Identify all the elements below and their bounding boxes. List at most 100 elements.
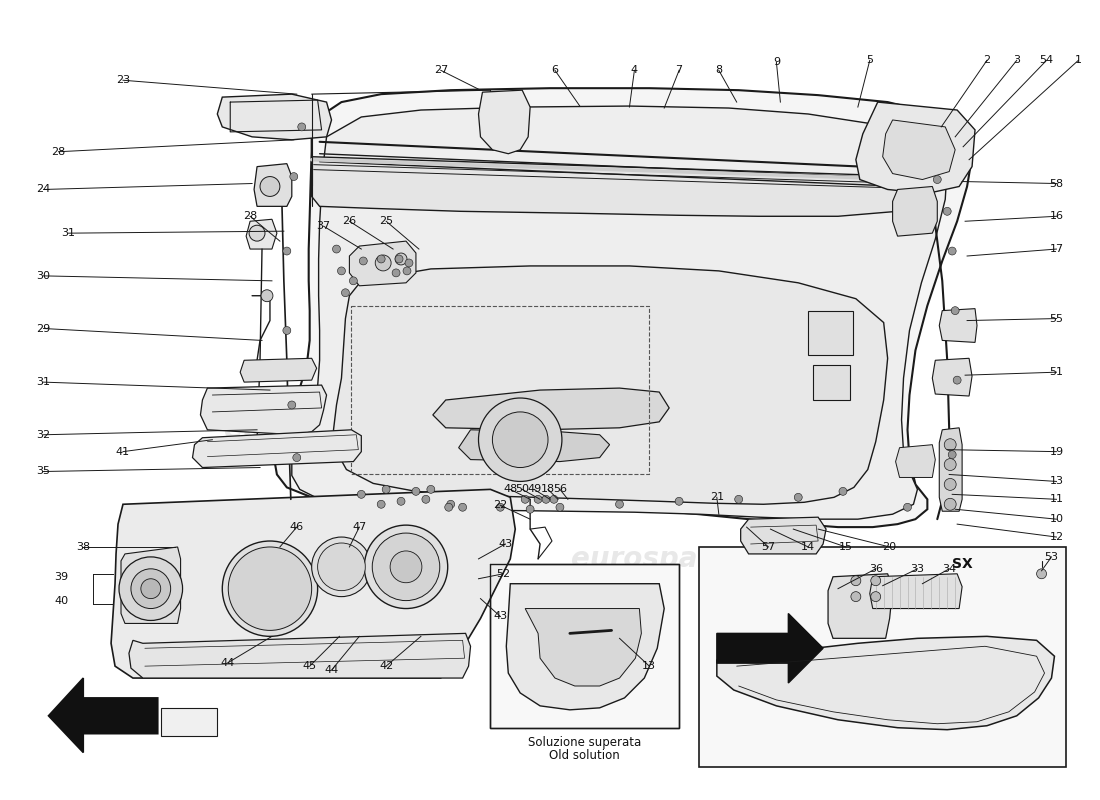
Polygon shape [828, 574, 892, 638]
Text: 46: 46 [289, 522, 304, 532]
Polygon shape [478, 90, 530, 154]
Text: 54: 54 [1040, 55, 1054, 66]
Text: 42: 42 [379, 661, 394, 671]
Circle shape [933, 175, 942, 183]
Text: 58: 58 [1049, 178, 1064, 189]
Text: 16: 16 [1049, 211, 1064, 222]
Circle shape [229, 547, 311, 630]
Circle shape [944, 458, 956, 470]
Circle shape [405, 259, 412, 267]
Text: 52: 52 [496, 569, 510, 578]
Text: 15: 15 [839, 542, 853, 552]
Circle shape [851, 576, 861, 586]
Text: 31: 31 [62, 228, 76, 238]
Circle shape [392, 269, 400, 277]
Polygon shape [292, 106, 947, 519]
Polygon shape [870, 574, 962, 609]
Text: 35: 35 [36, 466, 51, 477]
Polygon shape [525, 609, 641, 686]
Circle shape [794, 494, 802, 502]
Circle shape [496, 503, 504, 511]
Text: 55: 55 [1049, 314, 1064, 323]
Circle shape [119, 557, 183, 621]
Circle shape [395, 255, 403, 263]
Circle shape [338, 267, 345, 275]
Text: 45: 45 [302, 661, 317, 671]
Circle shape [422, 495, 430, 503]
Text: 23: 23 [116, 75, 130, 86]
Circle shape [871, 592, 881, 602]
Circle shape [478, 398, 562, 482]
Circle shape [222, 541, 318, 636]
Text: 17: 17 [1049, 244, 1064, 254]
Polygon shape [350, 241, 416, 286]
Circle shape [944, 438, 956, 450]
Text: 13: 13 [1049, 477, 1064, 486]
Text: Soluzione superata: Soluzione superata [528, 736, 641, 749]
Text: 18: 18 [541, 484, 556, 494]
Circle shape [293, 454, 300, 462]
Circle shape [350, 277, 358, 285]
Polygon shape [218, 94, 331, 140]
Text: 32: 32 [36, 430, 51, 440]
Circle shape [283, 247, 290, 255]
Text: 7: 7 [675, 66, 683, 75]
Polygon shape [274, 88, 972, 527]
Text: 26: 26 [342, 216, 356, 226]
Polygon shape [717, 636, 1055, 730]
Text: 20: 20 [882, 542, 896, 552]
Polygon shape [111, 490, 515, 678]
Text: 33: 33 [911, 564, 924, 574]
Text: 22: 22 [493, 500, 507, 510]
Polygon shape [717, 614, 823, 683]
Circle shape [131, 569, 170, 609]
Polygon shape [459, 430, 609, 462]
Polygon shape [161, 708, 218, 736]
Text: 40: 40 [54, 595, 68, 606]
Polygon shape [491, 564, 679, 728]
Text: 25: 25 [379, 216, 393, 226]
Circle shape [493, 412, 548, 467]
Text: 56: 56 [553, 484, 566, 494]
Text: 28: 28 [52, 146, 66, 157]
Text: 13: 13 [642, 661, 657, 671]
Text: 30: 30 [36, 271, 51, 281]
Circle shape [427, 486, 434, 494]
Text: 57: 57 [761, 542, 776, 552]
Circle shape [358, 490, 365, 498]
Circle shape [397, 498, 405, 506]
Text: 19: 19 [1049, 446, 1064, 457]
Text: 11: 11 [1049, 494, 1064, 504]
Circle shape [871, 576, 881, 586]
Polygon shape [939, 309, 977, 342]
Circle shape [675, 498, 683, 506]
Polygon shape [506, 584, 664, 710]
Circle shape [459, 503, 466, 511]
Text: SX: SX [952, 557, 972, 571]
Circle shape [535, 495, 542, 503]
Polygon shape [895, 445, 935, 478]
Polygon shape [933, 358, 972, 396]
Circle shape [318, 543, 365, 590]
Text: 43: 43 [493, 611, 507, 622]
Text: 44: 44 [220, 658, 234, 668]
Circle shape [375, 255, 392, 271]
Text: 2: 2 [983, 55, 990, 66]
Circle shape [260, 177, 279, 197]
Polygon shape [200, 385, 327, 434]
Circle shape [403, 267, 411, 275]
Circle shape [261, 290, 273, 302]
Circle shape [372, 533, 440, 601]
Text: 43: 43 [498, 539, 513, 549]
Circle shape [141, 578, 161, 598]
Text: 4: 4 [630, 66, 638, 75]
Circle shape [283, 326, 290, 334]
Circle shape [298, 123, 306, 131]
Text: 37: 37 [317, 222, 331, 231]
Circle shape [341, 289, 350, 297]
Circle shape [851, 592, 861, 602]
Text: 38: 38 [76, 542, 90, 552]
Text: 49: 49 [527, 484, 541, 494]
Text: 6: 6 [551, 66, 559, 75]
Circle shape [249, 226, 265, 241]
